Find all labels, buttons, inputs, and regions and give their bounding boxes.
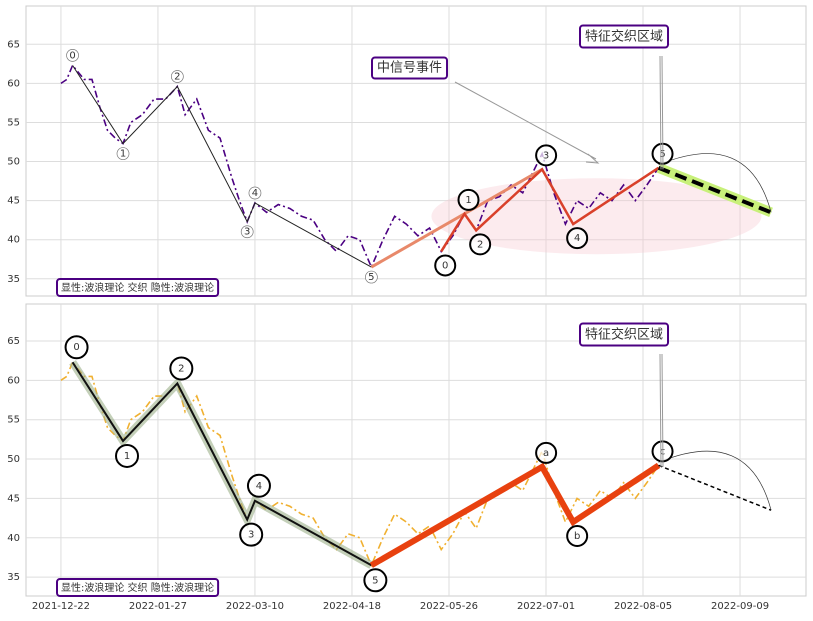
annotation-arrow	[454, 81, 600, 164]
wave-label: 1	[120, 149, 126, 160]
wave-label-ring	[115, 443, 140, 468]
wave-label-ring	[535, 441, 558, 464]
wave-label: 0	[73, 342, 79, 353]
wave-label: a	[543, 448, 549, 459]
y-tick-label: 35	[7, 274, 20, 285]
plot-area	[25, 5, 807, 297]
wave-label-ring	[240, 225, 254, 239]
wave-label: 3	[248, 530, 254, 541]
wave-label-ring	[239, 522, 264, 547]
wave-label-ring	[434, 254, 457, 277]
wave-label: 2	[174, 72, 180, 83]
panel-label-box	[56, 278, 220, 297]
y-tick-label: 50	[7, 454, 20, 465]
wave-label: 4	[256, 481, 262, 492]
y-tick-label: 55	[7, 117, 20, 128]
wave-label-ring	[169, 356, 194, 381]
y-tick-label: 45	[7, 196, 20, 207]
wave-label: 4	[252, 188, 258, 199]
y-tick-label: 40	[7, 235, 20, 246]
wave-label-ring	[535, 144, 558, 167]
wave-label: 2	[477, 239, 483, 250]
wave-label-ring	[64, 335, 89, 360]
annotation: 中信号事件	[377, 61, 442, 76]
wave-label-ring	[457, 188, 480, 211]
plot-area	[25, 303, 807, 597]
subwave-line	[440, 166, 660, 253]
wave-label: 3	[543, 150, 549, 161]
wave-label-ring	[246, 473, 271, 498]
annotation-box	[579, 24, 670, 49]
annotation: 特征交织区域	[585, 327, 663, 343]
y-tick-label: 45	[7, 493, 20, 504]
annotation-arrow	[659, 353, 664, 467]
forecast-arc	[658, 450, 772, 511]
panel-label: 显性:波浪理论 交织 隐性:波浪理论	[61, 281, 214, 294]
wave-label-ring	[566, 227, 589, 250]
wave-label: 0	[442, 260, 448, 271]
wave-label-ring	[365, 270, 378, 284]
wave-label: 3	[244, 227, 250, 238]
y-tick-label: 35	[7, 572, 20, 583]
y-tick-label: 55	[7, 415, 20, 426]
panel-label-box	[56, 578, 220, 597]
y-tick-label: 50	[7, 157, 20, 168]
panel-label: 显性:波浪理论 交织 隐性:波浪理论	[61, 581, 214, 594]
wave-line	[71, 361, 372, 567]
trend-line	[370, 168, 543, 269]
wave-label: 5	[368, 272, 374, 283]
x-tick-label: 2022-05-26	[420, 601, 478, 612]
price-line	[60, 63, 660, 270]
wave-label: 0	[69, 50, 75, 61]
wave-label-ring	[170, 70, 184, 83]
highlight-zone	[431, 178, 762, 255]
x-tick-label: 2022-09-09	[711, 601, 769, 612]
y-tick-label: 40	[7, 533, 20, 544]
wave-label-ring	[363, 568, 388, 593]
annotation-box	[371, 56, 449, 80]
y-tick-label: 60	[7, 375, 20, 386]
annotation-box	[579, 322, 670, 347]
wave-label: 5	[372, 575, 378, 586]
wave-line	[72, 65, 372, 268]
annotation: 特征交织区域	[585, 29, 663, 45]
x-tick-label: 2022-07-01	[517, 601, 575, 612]
wave-label-ring	[469, 233, 492, 256]
x-tick-label: 2022-04-18	[323, 601, 381, 612]
wave-label-ring	[566, 525, 589, 548]
forecast-line	[658, 464, 772, 511]
forecast-arc	[658, 153, 772, 213]
x-tick-label: 2022-08-05	[614, 601, 672, 612]
x-tick-label: 2022-01-27	[129, 601, 187, 612]
y-tick-label: 65	[7, 39, 20, 50]
x-tick-label: 2021-12-22	[32, 601, 90, 612]
x-tick-label: 2022-03-10	[226, 601, 284, 612]
y-tick-label: 60	[7, 78, 20, 89]
wave-label: 2	[178, 363, 184, 374]
wave-label-ring	[116, 147, 130, 160]
annotation-arrow	[659, 55, 664, 170]
wave-label: 1	[465, 195, 471, 206]
forecast-line	[657, 165, 772, 215]
wave-label-ring	[66, 49, 79, 62]
wave-label-ring	[248, 186, 262, 200]
wave-label: 4	[574, 233, 580, 244]
subwave-line	[369, 462, 661, 568]
wave-label: b	[574, 531, 580, 542]
wave-label: 1	[124, 451, 130, 462]
y-tick-label: 65	[7, 336, 20, 347]
